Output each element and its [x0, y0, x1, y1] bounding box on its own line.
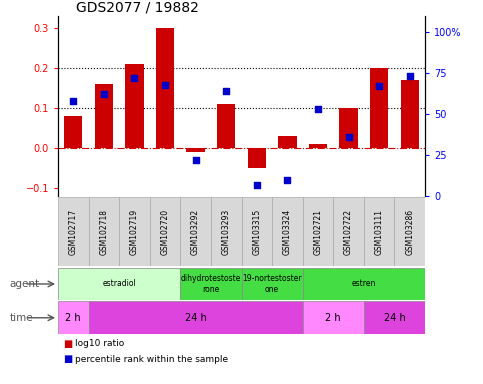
Text: 2 h: 2 h [326, 313, 341, 323]
Bar [400, 80, 419, 148]
Text: GSM102721: GSM102721 [313, 209, 323, 255]
Point [406, 73, 413, 79]
Text: GSM102719: GSM102719 [130, 209, 139, 255]
Text: GSM102717: GSM102717 [69, 209, 78, 255]
Point [130, 75, 138, 81]
Bar [186, 148, 205, 152]
Bar [370, 68, 388, 148]
Bar [242, 268, 303, 300]
Text: GSM103286: GSM103286 [405, 209, 414, 255]
Text: 2 h: 2 h [65, 313, 81, 323]
Text: GSM103292: GSM103292 [191, 209, 200, 255]
Point [253, 182, 261, 188]
Bar [58, 268, 180, 300]
Bar [156, 28, 174, 148]
Text: agent: agent [10, 279, 40, 289]
Text: GSM103315: GSM103315 [252, 209, 261, 255]
Bar [180, 197, 211, 266]
Bar [95, 84, 113, 148]
Text: GSM102720: GSM102720 [160, 209, 170, 255]
Bar [211, 197, 242, 266]
Bar [303, 268, 425, 300]
Point [161, 81, 169, 88]
Bar [364, 197, 395, 266]
Point [284, 177, 291, 183]
Bar [303, 301, 364, 334]
Point [192, 157, 199, 163]
Text: time: time [10, 313, 33, 323]
Text: estren: estren [352, 280, 376, 288]
Bar [217, 104, 235, 148]
Bar [364, 301, 425, 334]
Text: log10 ratio: log10 ratio [75, 339, 124, 348]
Bar [303, 197, 333, 266]
Bar [88, 197, 119, 266]
Bar [395, 197, 425, 266]
Bar [272, 197, 303, 266]
Point [375, 83, 383, 89]
Text: GSM102718: GSM102718 [99, 209, 108, 255]
Text: ■: ■ [63, 354, 72, 364]
Text: 24 h: 24 h [185, 313, 207, 323]
Bar [125, 64, 143, 148]
Point [345, 134, 353, 140]
Point [314, 106, 322, 113]
Bar [88, 301, 303, 334]
Text: GSM102722: GSM102722 [344, 209, 353, 255]
Point [100, 91, 108, 98]
Text: GSM103324: GSM103324 [283, 209, 292, 255]
Text: ■: ■ [63, 339, 72, 349]
Text: 24 h: 24 h [384, 313, 405, 323]
Text: dihydrotestoste
rone: dihydrotestoste rone [181, 274, 241, 294]
Text: GSM103111: GSM103111 [375, 209, 384, 255]
Bar [242, 197, 272, 266]
Text: 19-nortestoster
one: 19-nortestoster one [242, 274, 302, 294]
Text: estradiol: estradiol [102, 280, 136, 288]
Bar [58, 301, 88, 334]
Bar [64, 116, 83, 148]
Bar [340, 108, 358, 148]
Bar [309, 144, 327, 148]
Bar [278, 136, 297, 148]
Text: percentile rank within the sample: percentile rank within the sample [75, 354, 228, 364]
Point [70, 98, 77, 104]
Bar [58, 197, 88, 266]
Bar [150, 197, 180, 266]
Bar [180, 268, 242, 300]
Text: GSM103293: GSM103293 [222, 209, 231, 255]
Bar [248, 148, 266, 168]
Bar [119, 197, 150, 266]
Text: GDS2077 / 19882: GDS2077 / 19882 [76, 1, 199, 15]
Bar [333, 197, 364, 266]
Point [222, 88, 230, 94]
